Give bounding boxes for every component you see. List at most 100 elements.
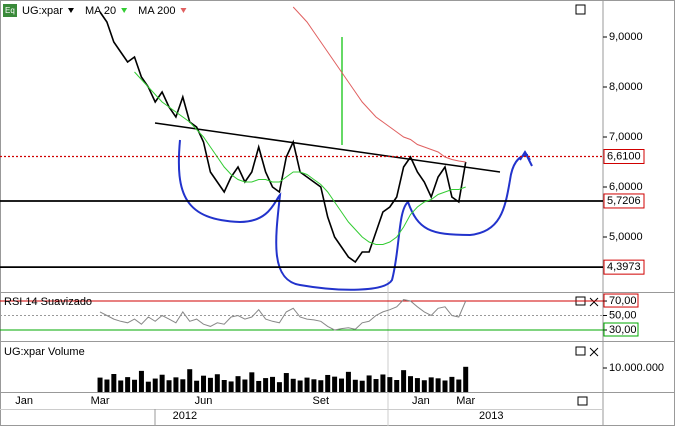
icon-text: Eq <box>5 6 15 15</box>
volume-bar <box>194 380 200 392</box>
volume-bar <box>325 374 331 392</box>
x-tick-label: Mar <box>91 395 110 407</box>
volume-bar <box>332 376 338 392</box>
volume-bar <box>339 378 345 392</box>
volume-bar <box>311 379 317 392</box>
volume-bar <box>352 379 358 392</box>
y-tick-label: 9,0000 <box>609 31 643 43</box>
volume-bar <box>173 377 179 392</box>
y-tick-label: 70,00 <box>609 295 637 307</box>
volume-bar <box>263 378 269 392</box>
y-tick-label: 10.000.000 <box>609 362 664 374</box>
legend-entry[interactable]: MA 20 <box>85 5 116 17</box>
y-tick-label: 30,00 <box>609 324 637 336</box>
volume-bar <box>449 376 455 392</box>
volume-bar <box>373 379 379 392</box>
legend-dropdown <box>121 8 128 13</box>
volume-bar <box>408 376 414 392</box>
hand-drawing <box>177 139 533 291</box>
legend-dropdown <box>180 8 187 13</box>
volume-bar <box>201 375 207 392</box>
x-tick-label: Set <box>313 395 330 407</box>
level-box <box>603 149 645 164</box>
level-box <box>603 293 639 308</box>
symbol-icon[interactable] <box>3 4 17 17</box>
x-tick-label: Mar <box>456 395 475 407</box>
volume-bar <box>359 380 365 392</box>
volume-bar <box>221 380 227 392</box>
volume-bar <box>145 381 151 392</box>
volume-bar <box>297 380 303 392</box>
maximize-button[interactable] <box>575 4 586 15</box>
x-tick-label: Jan <box>412 395 430 407</box>
panel-title: UG:xpar Volume <box>4 346 85 358</box>
volume-bar <box>366 375 372 392</box>
volume-bar <box>401 370 407 392</box>
volume-bar <box>104 379 110 392</box>
panel-title: RSI 14 Suavizado <box>4 296 92 308</box>
volume-bar <box>159 374 165 392</box>
volume-bar <box>152 378 158 392</box>
y-tick-label: 6,0000 <box>609 181 643 193</box>
y-tick-label: 8,0000 <box>609 81 643 93</box>
volume-bar <box>304 377 310 392</box>
series-line <box>99 299 467 331</box>
volume-bar <box>228 381 234 392</box>
volume-bar <box>270 376 276 392</box>
close-button[interactable] <box>589 297 599 357</box>
x-tick-label: Jan <box>15 395 33 407</box>
volume-bar <box>125 377 131 392</box>
volume-bar <box>242 379 248 392</box>
volume-bar <box>414 378 420 392</box>
legend-entry[interactable]: UG:xpar <box>22 5 63 17</box>
volume-bar <box>290 378 296 392</box>
volume-bar <box>276 382 282 392</box>
volume-bar <box>387 377 393 392</box>
volume-bar <box>380 374 386 392</box>
volume-bar <box>111 374 117 392</box>
volume-bar <box>132 379 138 392</box>
volume-bar <box>187 369 193 392</box>
trend-line <box>154 122 501 173</box>
series-line <box>99 11 467 264</box>
volume-bar <box>97 377 103 392</box>
level-label: 6,6100 <box>607 150 641 162</box>
volume-bar <box>421 380 427 392</box>
volume-bar <box>463 366 469 392</box>
maximize-button[interactable] <box>575 346 586 356</box>
volume-bar <box>207 377 213 392</box>
level-label: 5,7206 <box>607 195 641 207</box>
volume-bar <box>442 380 448 392</box>
volume-bar <box>283 373 289 392</box>
volume-bar <box>345 371 351 392</box>
level-box <box>603 193 645 209</box>
volume-bar <box>118 380 124 392</box>
volume-bar <box>394 380 400 392</box>
scroll-button[interactable] <box>577 396 588 406</box>
volume-bar <box>249 372 255 392</box>
legend-dropdown <box>67 8 74 13</box>
series-line <box>292 6 466 163</box>
volume-bar <box>428 377 434 392</box>
x-year-label: 2012 <box>173 410 197 422</box>
series-line <box>134 71 466 245</box>
volume-bar <box>138 370 144 392</box>
y-tick-label: 50,00 <box>609 309 637 321</box>
level-label: 4,3973 <box>607 261 641 273</box>
volume-bar <box>166 380 172 392</box>
volume-bar <box>235 376 241 392</box>
volume-bar <box>180 379 186 392</box>
x-year-label: 2013 <box>479 410 503 422</box>
legend-entry[interactable]: MA 200 <box>138 5 175 17</box>
volume-bar <box>214 374 220 392</box>
level-box <box>603 322 639 337</box>
volume-bar <box>456 379 462 392</box>
y-tick-label: 5,0000 <box>609 231 643 243</box>
level-box <box>603 259 645 275</box>
y-tick-label: 7,0000 <box>609 131 643 143</box>
x-tick-label: Jun <box>195 395 213 407</box>
volume-bar <box>256 380 262 392</box>
volume-bar <box>318 380 324 392</box>
